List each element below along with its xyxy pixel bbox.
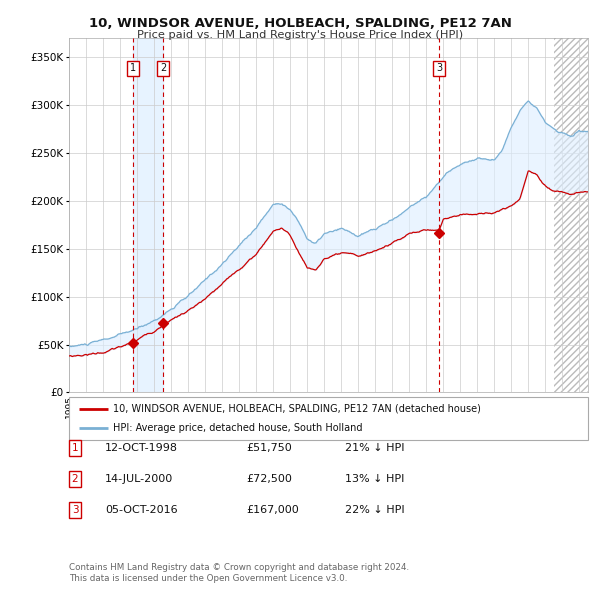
Text: 10, WINDSOR AVENUE, HOLBEACH, SPALDING, PE12 7AN (detached house): 10, WINDSOR AVENUE, HOLBEACH, SPALDING, … (113, 404, 481, 414)
Text: Price paid vs. HM Land Registry's House Price Index (HPI): Price paid vs. HM Land Registry's House … (137, 30, 463, 40)
Text: 2: 2 (71, 474, 79, 484)
Text: Contains HM Land Registry data © Crown copyright and database right 2024.: Contains HM Land Registry data © Crown c… (69, 563, 409, 572)
Text: 1: 1 (130, 64, 136, 73)
Text: 13% ↓ HPI: 13% ↓ HPI (345, 474, 404, 484)
Text: 14-JUL-2000: 14-JUL-2000 (105, 474, 173, 484)
Bar (133, 38, 163, 392)
Text: 1: 1 (71, 444, 79, 453)
Text: £167,000: £167,000 (246, 505, 299, 514)
Text: HPI: Average price, detached house, South Holland: HPI: Average price, detached house, Sout… (113, 422, 362, 432)
Text: 21% ↓ HPI: 21% ↓ HPI (345, 444, 404, 453)
Text: 2: 2 (160, 64, 166, 73)
Text: £72,500: £72,500 (246, 474, 292, 484)
Text: This data is licensed under the Open Government Licence v3.0.: This data is licensed under the Open Gov… (69, 574, 347, 583)
Text: 3: 3 (436, 64, 442, 73)
Text: 05-OCT-2016: 05-OCT-2016 (105, 505, 178, 514)
Text: 12-OCT-1998: 12-OCT-1998 (105, 444, 178, 453)
Text: £51,750: £51,750 (246, 444, 292, 453)
Text: 10, WINDSOR AVENUE, HOLBEACH, SPALDING, PE12 7AN: 10, WINDSOR AVENUE, HOLBEACH, SPALDING, … (89, 17, 511, 30)
Text: 3: 3 (71, 505, 79, 514)
Text: 22% ↓ HPI: 22% ↓ HPI (345, 505, 404, 514)
